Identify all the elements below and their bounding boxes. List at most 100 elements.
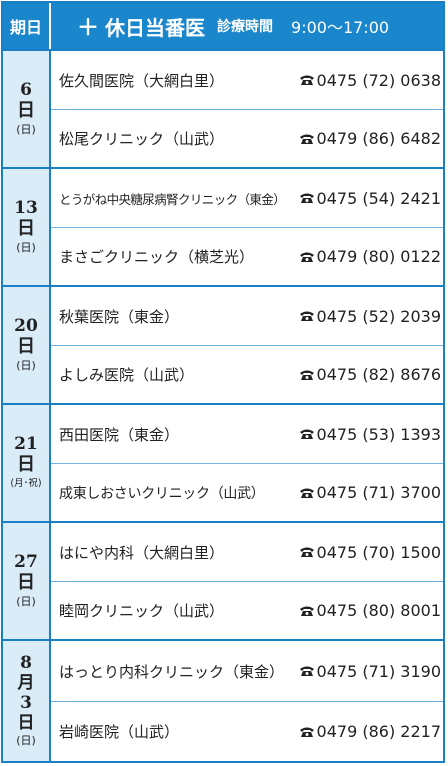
day-group: 13 日 (日) とうがね中央糖尿病腎クリニック（東金） 0475 (54) 2… bbox=[3, 167, 443, 285]
day-of-week: (日) bbox=[16, 241, 36, 254]
phone-number: 0479 (86) 2217 bbox=[316, 722, 441, 741]
clinic-name: 松尾クリニック（山武） bbox=[59, 130, 225, 148]
day-cell: 21 日 (月･祝) bbox=[3, 405, 51, 521]
telephone-icon bbox=[299, 75, 314, 85]
clinic-name: よしみ医院（山武） bbox=[59, 366, 195, 384]
phone-number: 0475 (52) 2039 bbox=[316, 306, 441, 326]
month-char: 月 bbox=[17, 673, 35, 693]
day-number: 20 bbox=[14, 316, 38, 336]
day-cell: 6 日 (日) bbox=[3, 51, 51, 167]
clinic-row: よしみ医院（山武） 0475 (82) 8676 bbox=[51, 345, 443, 403]
phone-number: 0475 (53) 1393 bbox=[316, 424, 441, 444]
plus-icon: ＋ bbox=[77, 16, 100, 41]
phone-number: 0475 (80) 8001 bbox=[316, 601, 441, 620]
telephone-icon bbox=[299, 606, 314, 616]
day-group: 27 日 (日) はにや内科（大網白里） 0475 (70) 1500 睦岡クリ… bbox=[3, 521, 443, 639]
telephone-icon bbox=[299, 311, 314, 321]
phone-number: 0475 (71) 3190 bbox=[316, 661, 441, 681]
day-number: 27 bbox=[14, 552, 38, 572]
phone-number: 0479 (86) 6482 bbox=[316, 129, 441, 148]
telephone-icon bbox=[299, 134, 314, 144]
day-char: 日 bbox=[17, 218, 35, 239]
day-cell: 27 日 (日) bbox=[3, 523, 51, 639]
clinic-row: 岩崎医院（山武） 0479 (86) 2217 bbox=[51, 701, 443, 761]
day-char: 日 bbox=[17, 713, 35, 733]
table-header: 期日 ＋ 休日当番医 診療時間 9:00〜17:00 bbox=[3, 3, 443, 49]
day-char: 日 bbox=[17, 100, 35, 121]
telephone-icon bbox=[299, 547, 314, 557]
table-title: ＋ 休日当番医 診療時間 9:00〜17:00 bbox=[51, 10, 389, 42]
phone-number: 0475 (71) 3700 bbox=[316, 483, 441, 502]
clinic-name: はっとり内科クリニック（東金） bbox=[59, 662, 285, 681]
day-group: 21 日 (月･祝) 西田医院（東金） 0475 (53) 1393 成東しおさ… bbox=[3, 403, 443, 521]
clinic-row: 西田医院（東金） 0475 (53) 1393 bbox=[51, 405, 443, 463]
title-text: 休日当番医 bbox=[105, 15, 206, 40]
phone-number: 0475 (54) 2421 bbox=[316, 188, 441, 208]
clinic-row: 松尾クリニック（山武） 0479 (86) 6482 bbox=[51, 109, 443, 167]
day-column-header: 期日 bbox=[3, 3, 51, 49]
telephone-icon bbox=[299, 252, 314, 262]
clinic-row: 佐久間医院（大網白里） 0475 (72) 0638 bbox=[51, 51, 443, 109]
day-of-week: (日) bbox=[16, 123, 36, 136]
clinic-name: まさごクリニック（横芝光） bbox=[59, 248, 255, 266]
telephone-icon bbox=[299, 429, 314, 439]
phone-number: 0475 (82) 8676 bbox=[316, 365, 441, 384]
day-of-week: (日) bbox=[16, 595, 36, 608]
clinic-name: 佐久間医院（大網白里） bbox=[59, 71, 225, 90]
day-of-week: (日) bbox=[16, 734, 36, 747]
clinic-phone: 0475 (72) 0638 bbox=[299, 71, 441, 90]
clinic-row: はにや内科（大網白里） 0475 (70) 1500 bbox=[51, 523, 443, 581]
clinic-name: 秋葉医院（東金） bbox=[59, 307, 180, 326]
clinic-phone: 0475 (71) 3700 bbox=[299, 483, 441, 502]
day-cell: 20 日 (日) bbox=[3, 287, 51, 403]
clinic-name: 成東しおさいクリニック（山武） bbox=[59, 485, 265, 502]
clinic-phone: 0475 (70) 1500 bbox=[299, 543, 441, 562]
clinic-phone: 0475 (53) 1393 bbox=[299, 425, 441, 444]
phone-number: 0475 (72) 0638 bbox=[316, 70, 441, 90]
clinic-phone: 0475 (71) 3190 bbox=[299, 662, 441, 681]
day-number: 21 bbox=[14, 434, 38, 454]
clinic-name: 岩崎医院（山武） bbox=[59, 723, 180, 741]
phone-number: 0475 (70) 1500 bbox=[316, 542, 441, 562]
phone-number: 0479 (80) 0122 bbox=[316, 247, 441, 266]
telephone-icon bbox=[299, 666, 314, 676]
clinic-name: 西田医院（東金） bbox=[59, 425, 180, 444]
day-number: 3 bbox=[20, 693, 32, 713]
day-char: 日 bbox=[17, 454, 35, 475]
clinic-row: 秋葉医院（東金） 0475 (52) 2039 bbox=[51, 287, 443, 345]
clinic-row: まさごクリニック（横芝光） 0479 (80) 0122 bbox=[51, 227, 443, 285]
clinic-phone: 0479 (86) 6482 bbox=[299, 129, 441, 148]
clinic-phone: 0479 (80) 0122 bbox=[299, 247, 441, 266]
hours-label: 診療時間 bbox=[217, 19, 274, 35]
clinic-row: とうがね中央糖尿病腎クリニック（東金） 0475 (54) 2421 bbox=[51, 169, 443, 227]
day-cell: 13 日 (日) bbox=[3, 169, 51, 285]
clinic-row: 成東しおさいクリニック（山武） 0475 (71) 3700 bbox=[51, 463, 443, 521]
clinic-phone: 0479 (86) 2217 bbox=[299, 722, 441, 741]
clinic-row: はっとり内科クリニック（東金） 0475 (71) 3190 bbox=[51, 641, 443, 701]
month-number: 8 bbox=[20, 653, 32, 673]
day-group: 6 日 (日) 佐久間医院（大網白里） 0475 (72) 0638 松尾クリニ… bbox=[3, 49, 443, 167]
telephone-icon bbox=[299, 193, 314, 203]
day-cell: 8 月 3 日 (日) bbox=[3, 641, 51, 761]
day-of-week: (月･祝) bbox=[10, 478, 42, 489]
clinic-name: とうがね中央糖尿病腎クリニック（東金） bbox=[59, 191, 286, 207]
clinic-phone: 0475 (52) 2039 bbox=[299, 307, 441, 326]
day-group: 20 日 (日) 秋葉医院（東金） 0475 (52) 2039 よしみ医院（山… bbox=[3, 285, 443, 403]
clinic-name: はにや内科（大網白里） bbox=[59, 543, 225, 562]
clinic-phone: 0475 (82) 8676 bbox=[299, 365, 441, 384]
telephone-icon bbox=[299, 727, 314, 737]
clinic-row: 睦岡クリニック（山武） 0475 (80) 8001 bbox=[51, 581, 443, 639]
clinic-phone: 0475 (54) 2421 bbox=[299, 189, 441, 208]
day-char: 日 bbox=[17, 572, 35, 593]
day-number: 6 bbox=[20, 80, 32, 100]
clinic-phone: 0475 (80) 8001 bbox=[299, 601, 441, 620]
telephone-icon bbox=[299, 370, 314, 380]
hours-value: 9:00〜17:00 bbox=[291, 18, 390, 37]
day-of-week: (日) bbox=[16, 359, 36, 372]
day-number: 13 bbox=[14, 198, 38, 218]
day-char: 日 bbox=[17, 336, 35, 357]
clinic-name: 睦岡クリニック（山武） bbox=[59, 602, 225, 620]
telephone-icon bbox=[299, 488, 314, 498]
day-group: 8 月 3 日 (日) はっとり内科クリニック（東金） 0475 (71) 31… bbox=[3, 639, 443, 761]
